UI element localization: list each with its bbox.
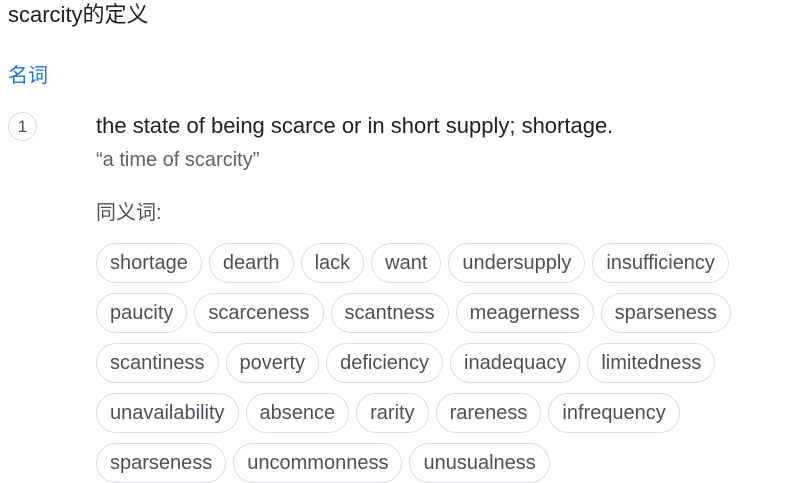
synonym-chip[interactable]: scantiness: [96, 343, 219, 383]
synonym-chip[interactable]: dearth: [208, 243, 294, 283]
synonym-chip[interactable]: meagerness: [455, 293, 594, 333]
synonym-chip[interactable]: inadequacy: [450, 343, 581, 383]
synonym-chip[interactable]: want: [371, 243, 442, 283]
synonym-chip[interactable]: deficiency: [326, 343, 444, 383]
synonym-chip[interactable]: limitedness: [587, 343, 716, 383]
synonym-chip[interactable]: sparseness: [600, 293, 731, 333]
part-of-speech-label: 名词: [8, 65, 48, 87]
synonym-chip[interactable]: scarceness: [194, 293, 324, 333]
synonym-chip-list: shortage dearth lack want undersupply insuffi…: [96, 243, 796, 483]
synonym-chip[interactable]: rareness: [435, 393, 542, 433]
synonym-chip[interactable]: poverty: [225, 343, 320, 383]
synonym-chip[interactable]: undersupply: [448, 243, 586, 283]
synonym-chip[interactable]: absence: [245, 393, 350, 433]
sense-number-badge: 1: [8, 112, 37, 141]
example-sentence: “a time of scarcity”: [96, 149, 260, 171]
synonym-chip[interactable]: scantness: [330, 293, 449, 333]
synonym-chip[interactable]: sparseness: [96, 443, 227, 483]
synonym-chip[interactable]: unusualness: [409, 443, 550, 483]
synonyms-label: 同义词:: [96, 202, 162, 224]
definition-text: the state of being scarce or in short su…: [96, 113, 614, 138]
synonym-chip[interactable]: lack: [300, 243, 365, 283]
page-title: scarcity的定义: [8, 2, 149, 27]
synonym-chip[interactable]: insufficiency: [592, 243, 729, 283]
synonym-chip[interactable]: unavailability: [96, 393, 239, 433]
synonym-chip[interactable]: rarity: [356, 393, 429, 433]
synonym-chip[interactable]: shortage: [96, 243, 202, 283]
synonym-chip[interactable]: infrequency: [548, 393, 680, 433]
synonym-chip[interactable]: uncommonness: [233, 443, 403, 483]
synonym-chip[interactable]: paucity: [96, 293, 188, 333]
